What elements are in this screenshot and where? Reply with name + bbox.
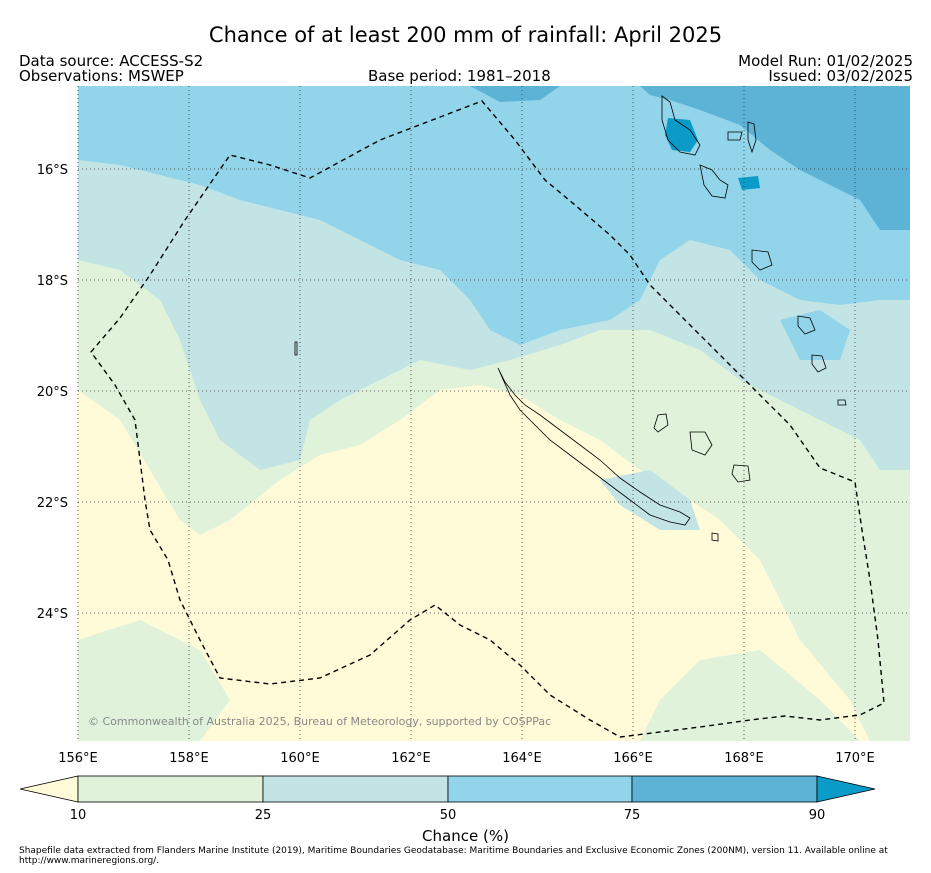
island-loyalty-c [731, 464, 751, 483]
graticule [77, 86, 910, 741]
lon-label: 168°E [724, 751, 764, 766]
colorbar-below-10 [19, 775, 79, 803]
zone-10-25-br [640, 650, 860, 741]
zone-75-90 [640, 86, 910, 230]
footnote: Shapefile data extracted from Flanders M… [19, 846, 888, 866]
zone-50-75 [78, 86, 910, 345]
island-espiritu [661, 95, 701, 156]
colorbar: 10 25 50 75 90 [19, 775, 876, 823]
island-walpole [837, 399, 847, 406]
probability-fill [78, 86, 910, 741]
map-title: Chance of at least 200 mm of rainfall: A… [208, 23, 723, 47]
colorbar-50-75 [447, 775, 633, 803]
lon-label: 156°E [58, 751, 98, 766]
colorbar-tick: 25 [255, 808, 272, 823]
island-loyalty-a [653, 413, 669, 433]
lon-label: 162°E [391, 751, 431, 766]
lon-label: 166°E [613, 751, 653, 766]
island-chesterfield [294, 341, 298, 356]
lon-label: 170°E [835, 751, 875, 766]
coastlines [294, 95, 847, 542]
zone-50-75-patch [780, 310, 850, 360]
zone-above-90 [665, 118, 698, 152]
copyright-notice: © Commonwealth of Australia 2025, Bureau… [88, 715, 551, 728]
lon-label: 158°E [169, 751, 209, 766]
colorbar-tick: 75 [624, 808, 641, 823]
colorbar-label: Chance (%) [422, 827, 509, 845]
island-loyalty-b [689, 431, 713, 456]
zone-10-25-bl [78, 620, 230, 741]
colorbar-25-50 [262, 775, 449, 803]
island-pines [711, 532, 719, 542]
island-pentecost [747, 121, 757, 154]
island-ambae [727, 131, 743, 141]
island-aneityum [811, 354, 827, 373]
base-period: Base period: 1981–2018 [368, 67, 551, 85]
island-malekula [699, 164, 729, 199]
lat-label: 16°S [37, 163, 68, 178]
lon-label: 160°E [280, 751, 320, 766]
colorbar-tick: 50 [440, 808, 457, 823]
zone-above-90-b [738, 176, 760, 190]
new-caledonia [497, 367, 691, 526]
colorbar-above-90 [816, 775, 876, 803]
lat-label: 20°S [37, 385, 68, 400]
observations: Observations: MSWEP [19, 67, 184, 85]
lat-label: 22°S [37, 496, 68, 511]
colorbar-75-90 [631, 775, 818, 803]
model-run: Model Run: 01/02/2025 [738, 52, 913, 70]
data-source: Data source: ACCESS-S2 [19, 52, 204, 70]
colorbar-10-25 [77, 775, 264, 803]
lat-label: 18°S [37, 274, 68, 289]
zone-25-50-island [600, 470, 700, 530]
island-efate [751, 249, 773, 271]
lon-label: 164°E [502, 751, 542, 766]
colorbar-tick: 10 [70, 808, 87, 823]
colorbar-tick: 90 [809, 808, 826, 823]
zone-75-90-patch [470, 86, 560, 102]
lat-label: 24°S [37, 607, 68, 622]
island-tanna [797, 315, 816, 335]
issued-date: Issued: 03/02/2025 [768, 67, 913, 85]
